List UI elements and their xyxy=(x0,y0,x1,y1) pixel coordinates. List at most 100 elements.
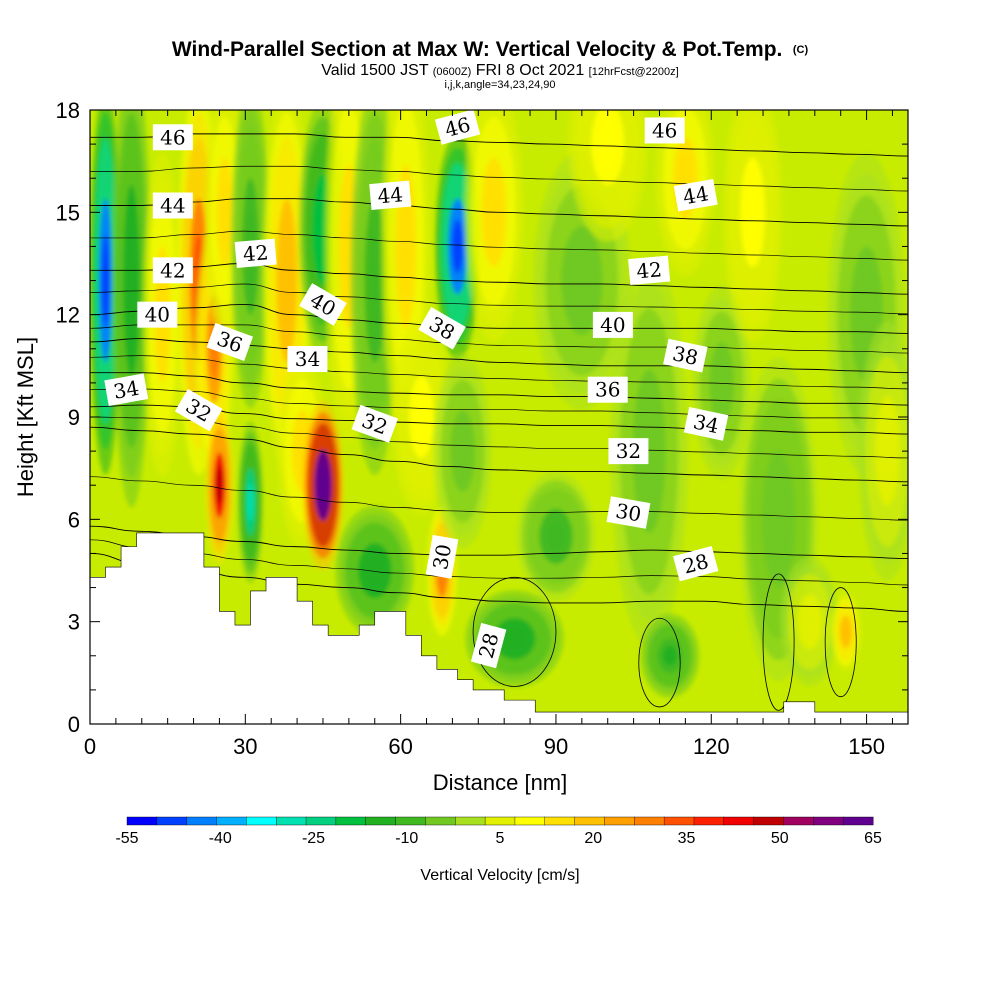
velocity-peak xyxy=(455,428,470,475)
contour-label-text: 36 xyxy=(595,378,620,402)
velocity-peak xyxy=(570,249,594,312)
contour-label-bg xyxy=(644,117,685,144)
velocity-peak xyxy=(546,521,566,552)
axis-ticks xyxy=(89,109,908,725)
colorbar-tick-label: 50 xyxy=(771,830,789,847)
contour-label: 34 xyxy=(104,373,149,406)
contour-label-bg xyxy=(434,110,481,145)
contour-label-bg xyxy=(587,376,628,403)
colorbar-cell xyxy=(335,816,367,826)
colorbar-cell xyxy=(693,816,725,826)
contour-line-minor xyxy=(90,324,908,354)
colorbar-tick-label: -25 xyxy=(302,830,325,847)
contour-label-text: 30 xyxy=(428,542,456,571)
contour-line-minor xyxy=(90,416,908,459)
contour-label-bg xyxy=(418,307,466,350)
velocity-peak xyxy=(842,622,850,642)
colorbar-cell xyxy=(604,816,635,826)
contour-line-42 xyxy=(90,263,908,295)
contour-label-bg xyxy=(663,338,708,373)
colorbar-cell xyxy=(753,816,784,826)
contour-line-28 xyxy=(90,552,908,612)
colorbar-cell xyxy=(216,816,247,826)
velocity-peak xyxy=(745,181,760,244)
colorbar-cell xyxy=(783,816,814,826)
contour-label-bg xyxy=(606,496,651,529)
velocity-peak xyxy=(802,606,817,638)
y-tick-label: 3 xyxy=(68,610,80,635)
contour-line-36 xyxy=(90,372,908,406)
colorbar-cell xyxy=(305,816,337,826)
velocity-peak xyxy=(219,181,230,244)
colorbar-cell xyxy=(186,816,218,826)
contour-label: 42 xyxy=(152,257,193,284)
contour-line-34 xyxy=(90,404,908,435)
velocity-peak xyxy=(662,645,677,666)
contour-label-text: 38 xyxy=(670,341,700,370)
colorbar-cells xyxy=(126,816,874,826)
colorbar-cell xyxy=(723,816,755,826)
contour-label: 40 xyxy=(137,301,178,328)
contour-label-bg xyxy=(234,238,277,268)
contour-label: 42 xyxy=(234,238,277,268)
contour-label-text: 44 xyxy=(681,181,710,209)
contour-label-bg xyxy=(299,283,347,326)
velocity-peak xyxy=(399,200,412,293)
contour-label: 44 xyxy=(369,180,412,210)
contour-line-minor xyxy=(90,283,908,315)
contour-label-bg xyxy=(425,534,459,579)
contour-label-bg xyxy=(152,192,193,219)
contour-line-minor xyxy=(90,165,908,192)
velocity-peak xyxy=(714,359,729,406)
velocity-peak xyxy=(365,555,385,586)
colorbar-tick-label: 20 xyxy=(584,830,602,847)
colorbar-cell xyxy=(544,816,576,826)
contour-label-text: 30 xyxy=(614,498,643,526)
colorbar-cell xyxy=(634,816,665,826)
contour-label-text: 44 xyxy=(160,194,185,218)
colorbar-title: Vertical Velocity [cm/s] xyxy=(420,867,579,884)
y-tick-label: 9 xyxy=(68,405,80,430)
contour-label-bg xyxy=(628,255,671,286)
colorbar-cell xyxy=(514,816,546,826)
chart-subtitle: Valid 1500 JST (0600Z) FRI 8 Oct 2021 [1… xyxy=(321,62,678,79)
contour-label-text: 40 xyxy=(145,303,170,327)
contour-label-bg xyxy=(152,124,193,151)
plot-area: 4644424034363242403432444638302846444240… xyxy=(56,98,909,759)
colorbar-cell xyxy=(246,816,277,826)
contour-label-bg xyxy=(369,180,412,210)
colorbar-cell xyxy=(276,816,307,826)
contour-label: 38 xyxy=(663,338,708,373)
colorbar-cell xyxy=(365,816,397,826)
x-tick-label: 0 xyxy=(84,734,96,759)
contour-label-bg xyxy=(673,545,719,582)
subtitle-date: FRI 8 Oct 2021 xyxy=(476,62,589,79)
terrain-mask xyxy=(90,532,908,724)
velocity-peak xyxy=(414,393,429,441)
contour-label-text: 34 xyxy=(112,376,141,404)
contour-label-bg xyxy=(137,301,178,328)
chart-title-text: Wind-Parallel Section at Max W: Vertical… xyxy=(172,38,783,61)
contour-label: 30 xyxy=(425,534,459,579)
chart-title: Wind-Parallel Section at Max W: Vertical… xyxy=(172,38,809,61)
velocity-peak xyxy=(280,234,293,327)
y-axis-label: Height [Kft MSL] xyxy=(13,337,38,497)
chart-subtitle-indices: i,j,k,angle=34,23,24,90 xyxy=(444,79,555,91)
velocity-peak xyxy=(502,627,527,651)
contour-label: 34 xyxy=(287,346,328,373)
velocity-peak xyxy=(247,483,254,522)
contour-label: 34 xyxy=(683,406,729,441)
contour-label: 40 xyxy=(299,283,347,326)
contour-label: 40 xyxy=(592,311,633,338)
contour-label-bg xyxy=(683,406,729,441)
y-tick-label: 0 xyxy=(68,712,80,737)
y-tick-label: 12 xyxy=(56,303,80,328)
contour-label-text: 34 xyxy=(691,409,721,438)
contour-line-44 xyxy=(90,198,908,227)
contour-closed xyxy=(472,576,557,687)
contour-closed xyxy=(638,617,681,708)
contour-line-minor xyxy=(90,476,908,521)
contour-label-bg xyxy=(592,311,633,338)
